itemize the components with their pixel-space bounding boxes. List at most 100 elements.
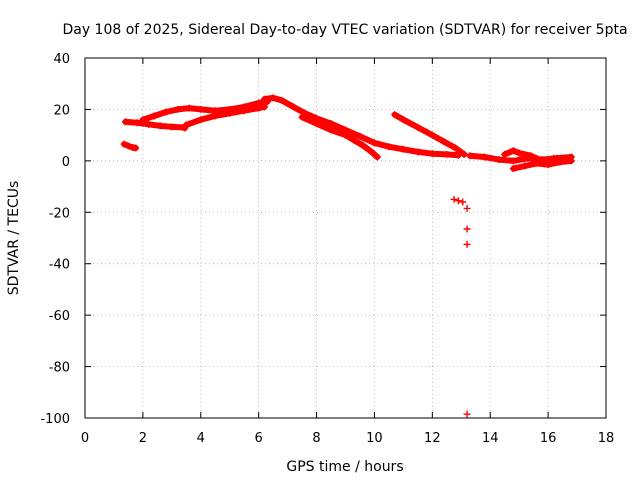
data-point (156, 122, 164, 130)
data-point (509, 165, 517, 173)
data-point (368, 148, 376, 156)
data-point (122, 118, 130, 126)
data-point (211, 112, 219, 120)
x-tick-label: 16 (540, 431, 557, 446)
data-point (501, 150, 509, 158)
data-point (226, 109, 234, 117)
axis-ticks: 0 2 4 6 8 10 12 14 16 18 40 20 0 -20 -40 -60 -80 -100 (40, 52, 614, 446)
data-point (298, 113, 306, 121)
data-point (168, 123, 176, 131)
x-tick-label: 6 (255, 431, 263, 446)
data-point (182, 121, 190, 129)
data-point (495, 156, 503, 164)
data-point (450, 195, 458, 203)
data-point (269, 94, 277, 102)
data-point (174, 105, 182, 113)
data-point (460, 150, 468, 158)
data-point (185, 104, 193, 112)
y-tick-label: -60 (49, 309, 70, 324)
data-point (521, 162, 529, 170)
data-points (120, 94, 575, 418)
data-point (278, 96, 286, 104)
data-point (260, 103, 268, 111)
series-arc-d (182, 103, 268, 129)
data-point (289, 103, 297, 111)
data-point (443, 150, 451, 158)
x-tick-label: 12 (424, 431, 441, 446)
data-point (544, 161, 552, 169)
x-axis-label: GPS time / hours (286, 459, 403, 475)
x-tick-label: 2 (139, 431, 147, 446)
data-point (533, 159, 541, 167)
data-point (428, 150, 436, 158)
series-arc-a (120, 140, 140, 152)
x-tick-label: 8 (312, 431, 320, 446)
series-outliers (450, 195, 471, 418)
data-point (313, 120, 321, 128)
y-tick-label: 20 (53, 103, 70, 118)
y-tick-label: -40 (49, 258, 70, 273)
data-point (124, 142, 132, 150)
data-point (480, 153, 488, 161)
data-point (162, 108, 170, 116)
data-point (385, 143, 393, 151)
data-point (359, 141, 367, 149)
x-tick-label: 4 (197, 431, 205, 446)
data-point (327, 126, 335, 134)
data-point (567, 157, 575, 165)
grid (85, 58, 606, 418)
data-point (197, 116, 205, 124)
data-point (350, 136, 358, 144)
data-point (463, 204, 471, 212)
data-point (459, 198, 467, 206)
y-axis-label: SDTVAR / TECUs (6, 181, 22, 296)
data-point (527, 152, 535, 160)
data-point (509, 157, 517, 165)
y-tick-label: 40 (53, 52, 70, 67)
series-trace (299, 114, 381, 160)
data-point (466, 152, 474, 160)
data-point (197, 105, 205, 113)
series-trace (261, 94, 462, 159)
data-point (356, 132, 364, 140)
data-point (391, 111, 399, 119)
data-point (463, 410, 471, 418)
data-point (451, 144, 459, 152)
data-point (373, 153, 381, 161)
data-point (120, 140, 128, 148)
plot-frame (84, 57, 607, 419)
data-point (463, 225, 471, 233)
series-arc-g (391, 111, 468, 158)
data-point (255, 104, 263, 112)
data-point (399, 116, 407, 124)
y-tick-label: -80 (49, 361, 70, 376)
data-point (342, 131, 349, 139)
data-point (150, 112, 158, 120)
x-tick-label: 0 (81, 431, 89, 446)
data-point (515, 149, 523, 157)
data-point (260, 95, 268, 103)
data-point (370, 139, 378, 147)
data-point (428, 131, 436, 139)
data-point (454, 197, 462, 205)
series-arc-e (260, 94, 462, 159)
series-arc-b (122, 118, 189, 132)
series-arc-j (509, 157, 575, 173)
chart-title: Day 108 of 2025, Sidereal Day-to-day VTE… (62, 22, 627, 38)
y-tick-label: -20 (49, 206, 70, 221)
x-tick-label: 10 (366, 431, 383, 446)
data-point (509, 147, 517, 155)
data-point (327, 120, 335, 128)
series-arc-c (139, 98, 271, 124)
data-point (139, 116, 147, 124)
data-point (463, 240, 471, 248)
data-point (145, 120, 153, 128)
data-point (556, 158, 564, 166)
series-arc-f (298, 113, 381, 161)
data-point (414, 148, 422, 156)
x-tick-label: 18 (598, 431, 615, 446)
data-point (440, 138, 448, 146)
data-point (133, 119, 141, 127)
data-point (399, 145, 407, 153)
